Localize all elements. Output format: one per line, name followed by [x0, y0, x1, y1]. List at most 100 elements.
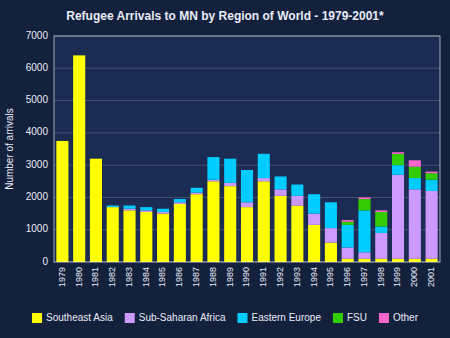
bar	[308, 214, 320, 225]
bar	[275, 196, 287, 262]
bar	[157, 208, 169, 209]
bar	[174, 202, 186, 204]
legend-swatch	[379, 313, 389, 323]
bar	[241, 169, 253, 170]
bar	[375, 226, 387, 232]
series	[123, 175, 437, 259]
legend-label: FSU	[347, 312, 367, 323]
bar	[308, 194, 320, 195]
title: Refugee Arrivals to MN by Region of Worl…	[66, 9, 384, 23]
bar	[241, 207, 253, 262]
bar	[207, 180, 219, 182]
bar	[358, 197, 370, 199]
x-tick-label: 1982	[107, 267, 117, 287]
x-tick-label: 1999	[392, 267, 402, 287]
bar	[174, 204, 186, 262]
bar	[224, 186, 236, 262]
x-tick-label: 1992	[275, 267, 285, 287]
bar	[325, 243, 337, 262]
bar	[191, 193, 203, 195]
bar	[392, 154, 404, 165]
bar	[140, 207, 152, 208]
bar	[90, 158, 102, 159]
x-tick-label: 1993	[292, 267, 302, 287]
x-tick-label: 1989	[225, 267, 235, 287]
legend-item: Sub-Saharan Africa	[125, 312, 226, 323]
grid	[54, 36, 440, 262]
x-tick-label: 1985	[157, 267, 167, 287]
bar	[207, 157, 219, 180]
y-axis-label: Number of arrivals	[4, 108, 15, 190]
x-tick-label: 1998	[376, 267, 386, 287]
bars	[56, 55, 437, 262]
legend-item: Other	[379, 312, 419, 323]
bar	[90, 159, 102, 262]
bar	[123, 210, 135, 262]
bar	[325, 228, 337, 243]
x-tick-label: 1979	[57, 267, 67, 287]
x-tick-label: 2000	[409, 267, 419, 287]
bar	[291, 185, 303, 196]
bar	[258, 181, 270, 262]
grid-line	[54, 100, 440, 101]
bar	[375, 212, 387, 227]
bar	[224, 158, 236, 159]
bar	[90, 158, 102, 159]
legend-item: Eastern Europe	[237, 312, 321, 323]
bar	[90, 158, 102, 159]
bar	[325, 202, 337, 203]
bar	[73, 55, 85, 56]
bar	[358, 252, 370, 258]
bar	[56, 140, 68, 141]
bar	[107, 206, 119, 208]
bar	[123, 205, 135, 206]
bar	[123, 206, 135, 209]
grid-line	[54, 68, 440, 69]
x-tick-label: 1980	[74, 267, 84, 287]
bar	[241, 202, 253, 207]
series	[107, 154, 438, 252]
bar	[258, 153, 270, 154]
bar	[224, 183, 236, 186]
bar	[392, 152, 404, 154]
bar	[308, 194, 320, 195]
bar	[157, 214, 169, 262]
legend-swatch	[125, 313, 135, 323]
bar	[426, 180, 438, 191]
bar	[123, 205, 135, 206]
bar	[191, 194, 203, 262]
y-tick-label: 1000	[26, 223, 49, 234]
y-tick-label: 2000	[26, 191, 49, 202]
legend-label: Sub-Saharan Africa	[139, 312, 226, 323]
bar	[73, 55, 85, 56]
chart: Refugee Arrivals to MN by Region of Worl…	[0, 0, 450, 338]
bar	[426, 172, 438, 174]
bar	[56, 141, 68, 262]
bar	[308, 194, 320, 213]
bar	[140, 212, 152, 262]
grid-line	[54, 165, 440, 166]
bar	[123, 209, 135, 211]
plot-frame	[54, 36, 440, 262]
y-tick-label: 3000	[26, 159, 49, 170]
bar	[224, 159, 236, 183]
bar	[90, 158, 102, 159]
bar	[207, 157, 219, 158]
bar	[174, 199, 186, 200]
x-tick-label: 1981	[90, 267, 100, 287]
legend-item: FSU	[333, 312, 367, 323]
bar	[107, 205, 119, 206]
bar	[275, 189, 287, 195]
bar	[73, 55, 85, 56]
bar	[56, 140, 68, 141]
bar	[56, 140, 68, 141]
bar	[342, 225, 354, 248]
bar	[275, 176, 287, 177]
bar	[241, 169, 253, 170]
bar	[291, 206, 303, 263]
x-tick-label: 1987	[191, 267, 201, 287]
bar	[409, 189, 421, 258]
bar	[157, 212, 169, 214]
bar	[325, 202, 337, 228]
x-tick-label: 1988	[208, 267, 218, 287]
